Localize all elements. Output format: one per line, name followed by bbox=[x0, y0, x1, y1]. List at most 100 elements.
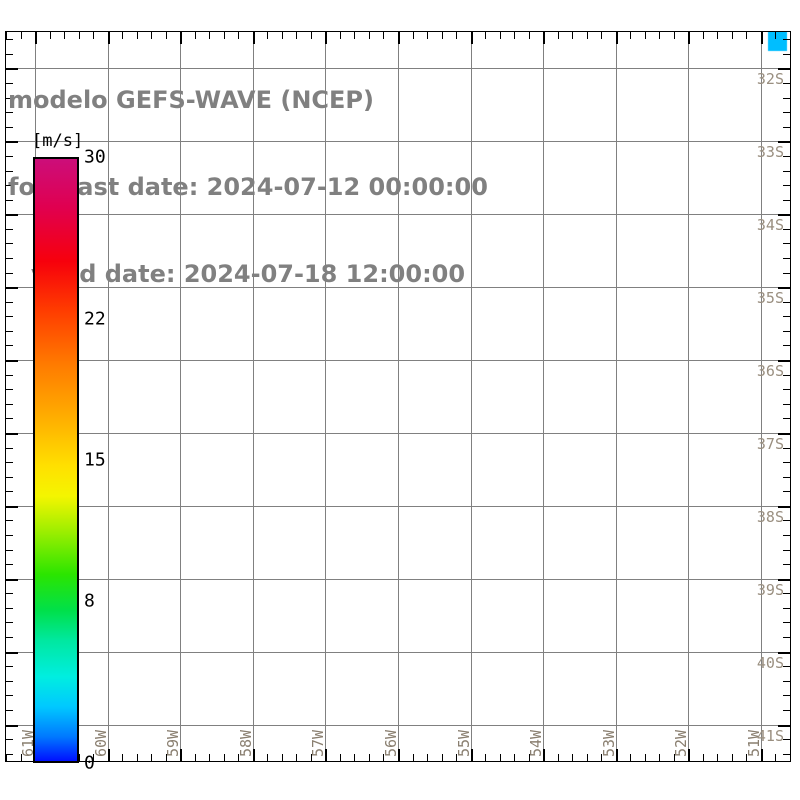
lon-label-55W: 55W bbox=[454, 729, 473, 757]
tick-left bbox=[6, 447, 13, 449]
gridline-lon-57W bbox=[325, 32, 327, 761]
tick-right bbox=[783, 199, 790, 201]
tick-right bbox=[778, 141, 790, 144]
tick-top bbox=[383, 32, 385, 39]
tick-right bbox=[783, 520, 790, 522]
tick-bottom bbox=[702, 754, 704, 761]
tick-right bbox=[783, 607, 790, 609]
tick-bottom bbox=[383, 754, 385, 761]
map-title-block: modelo GEFS-WAVE (NCEP) forecast date: 2… bbox=[8, 28, 488, 347]
lon-label-57W: 57W bbox=[309, 729, 328, 757]
tick-top bbox=[528, 32, 530, 39]
tick-bottom bbox=[717, 754, 719, 761]
tick-left bbox=[6, 695, 13, 697]
tick-left bbox=[6, 637, 13, 639]
lat-label-35S: 35S bbox=[756, 289, 784, 308]
gridline-lat-40S bbox=[6, 651, 790, 653]
tick-bottom bbox=[456, 754, 458, 761]
tick-bottom bbox=[775, 754, 777, 761]
tick-left bbox=[6, 549, 13, 551]
tick-left bbox=[6, 141, 18, 144]
colorbar-tick-8: 8 bbox=[84, 590, 95, 612]
tick-right bbox=[783, 680, 790, 682]
tick-left bbox=[6, 97, 13, 99]
tick-left bbox=[6, 403, 13, 405]
gridline-lat-37S bbox=[6, 432, 790, 434]
tick-left bbox=[6, 753, 13, 755]
tick-left bbox=[6, 622, 13, 624]
tick-left bbox=[6, 243, 13, 245]
tick-bottom bbox=[165, 754, 167, 761]
colorbar-tick-30: 30 bbox=[84, 146, 106, 168]
tick-right bbox=[783, 739, 790, 741]
tick-right bbox=[783, 622, 790, 624]
lon-label-59W: 59W bbox=[164, 729, 183, 757]
tick-left bbox=[6, 228, 13, 230]
lat-label-32S: 32S bbox=[756, 70, 784, 89]
gridline-lon-58W bbox=[252, 32, 254, 761]
tick-right bbox=[783, 243, 790, 245]
tick-bottom bbox=[223, 754, 225, 761]
tick-right bbox=[783, 666, 790, 668]
gridline-lat-38S bbox=[6, 505, 790, 507]
tick-bottom bbox=[746, 754, 748, 761]
tick-left bbox=[6, 739, 13, 741]
tick-left bbox=[6, 432, 18, 435]
tick-left bbox=[6, 126, 13, 128]
tick-left bbox=[6, 360, 18, 363]
tick-top bbox=[267, 32, 269, 39]
tick-right bbox=[783, 257, 790, 259]
tick-top bbox=[252, 32, 255, 44]
tick-right bbox=[778, 578, 790, 581]
tick-top bbox=[223, 32, 225, 39]
tick-bottom bbox=[194, 754, 196, 761]
gridline-lon-59W bbox=[180, 32, 182, 761]
tick-bottom bbox=[368, 754, 370, 761]
tick-right bbox=[783, 97, 790, 99]
tick-bottom bbox=[528, 754, 530, 761]
tick-bottom bbox=[543, 749, 546, 761]
tick-top bbox=[688, 32, 691, 44]
map-frame: 61W 60W 59W 58W 57W 56W 55W 54W 53W 52W 51W 32S 33S 3… bbox=[5, 31, 791, 762]
tick-top bbox=[194, 32, 196, 39]
forecast-date: forecast date: 2024-07-12 00:00:00 bbox=[8, 173, 488, 201]
tick-right bbox=[778, 68, 790, 71]
lat-label-34S: 34S bbox=[756, 216, 784, 235]
tick-left bbox=[6, 53, 13, 55]
tick-top bbox=[731, 32, 733, 39]
colorbar-tick-15: 15 bbox=[84, 449, 106, 471]
tick-right bbox=[783, 418, 790, 420]
tick-right bbox=[783, 462, 790, 464]
tick-left bbox=[6, 272, 13, 274]
tick-left bbox=[6, 418, 13, 420]
tick-left bbox=[6, 170, 13, 172]
tick-top bbox=[398, 32, 400, 44]
tick-left bbox=[6, 185, 13, 187]
tick-bottom bbox=[572, 754, 574, 761]
tick-top bbox=[470, 32, 473, 44]
tick-right bbox=[783, 112, 790, 114]
tick-right bbox=[783, 403, 790, 405]
tick-top bbox=[49, 32, 51, 39]
tick-top bbox=[35, 32, 38, 44]
tick-right bbox=[778, 360, 790, 363]
model-title: modelo GEFS-WAVE (NCEP) bbox=[8, 86, 374, 114]
tick-bottom bbox=[252, 749, 255, 761]
tick-top bbox=[281, 32, 283, 39]
tick-right bbox=[783, 301, 790, 303]
tick-right bbox=[778, 724, 790, 727]
tick-right bbox=[783, 637, 790, 639]
tick-left bbox=[6, 330, 13, 332]
tick-bottom bbox=[209, 754, 211, 761]
tick-right bbox=[783, 83, 790, 85]
tick-top bbox=[368, 32, 370, 39]
lat-label-36S: 36S bbox=[756, 362, 784, 381]
tick-bottom bbox=[615, 749, 618, 761]
tick-left bbox=[6, 301, 13, 303]
tick-top bbox=[339, 32, 341, 39]
tick-bottom bbox=[441, 754, 443, 761]
tick-top bbox=[543, 32, 546, 44]
tick-bottom bbox=[499, 754, 501, 761]
tick-left bbox=[6, 709, 13, 711]
